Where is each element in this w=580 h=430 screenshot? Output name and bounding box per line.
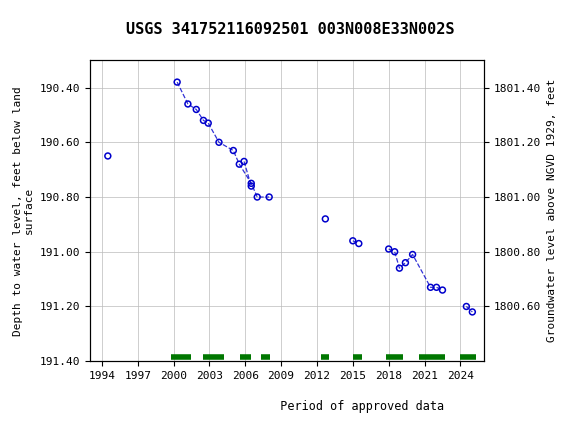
Point [408,251,417,258]
Point [354,240,364,247]
Point [467,308,477,315]
Point [240,158,249,165]
Text: Period of approved data: Period of approved data [209,400,444,413]
Point [246,180,256,187]
Point [103,153,113,160]
Point [264,194,274,200]
Point [395,265,404,272]
Point [235,161,244,168]
Y-axis label: Depth to water level, feet below land
surface: Depth to water level, feet below land su… [13,86,34,335]
Point [348,237,357,244]
Point [199,117,208,124]
Text: USGS 341752116092501 003N008E33N002S: USGS 341752116092501 003N008E33N002S [126,22,454,37]
Text: USGS: USGS [9,11,56,26]
Point [438,287,447,294]
Point [204,120,213,126]
Point [321,215,330,222]
Point [384,246,393,252]
Text: ■: ■ [2,12,13,25]
Y-axis label: Groundwater level above NGVD 1929, feet: Groundwater level above NGVD 1929, feet [547,79,557,342]
Point [401,259,410,266]
Point [183,101,193,108]
Point [432,284,441,291]
Point [462,303,471,310]
Point [172,79,182,86]
Point [246,183,256,190]
Point [191,106,201,113]
Point [426,284,435,291]
Point [252,194,262,200]
Point [215,139,224,146]
Point [229,147,238,154]
Point [390,248,399,255]
